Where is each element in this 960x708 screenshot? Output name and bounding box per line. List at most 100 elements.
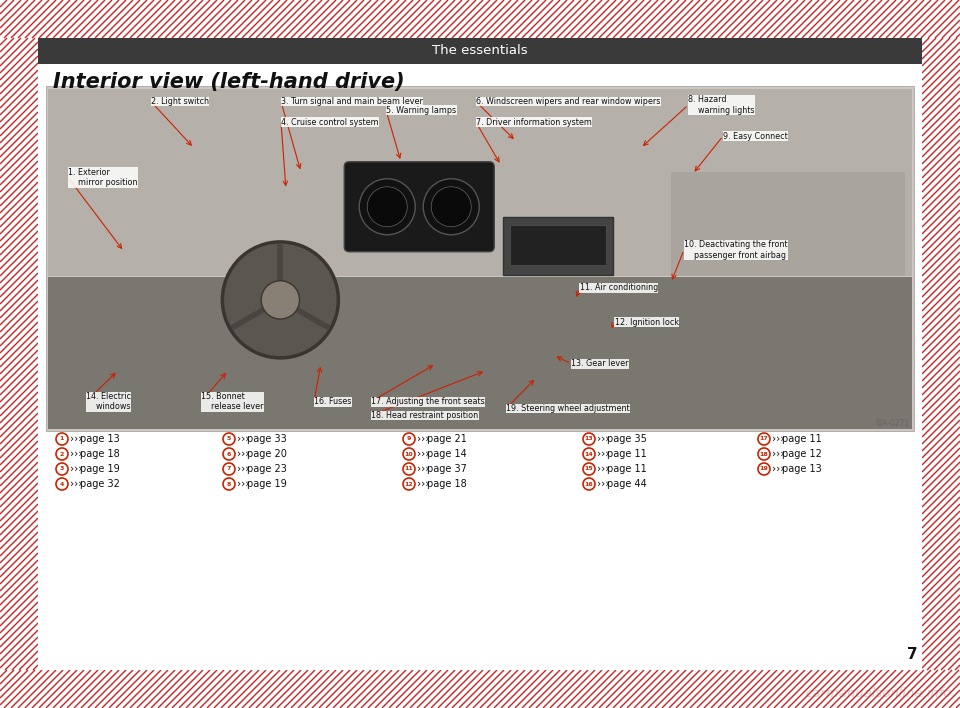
Text: 5. Warning lamps: 5. Warning lamps [386, 105, 456, 115]
Text: ›››: ››› [417, 464, 429, 474]
Text: Interior view (left-hand drive): Interior view (left-hand drive) [53, 72, 404, 92]
Text: ›››: ››› [597, 479, 610, 489]
Text: ›››: ››› [237, 479, 250, 489]
Bar [510, 224, 606, 265]
Text: 8. Hazard
    warning lights: 8. Hazard warning lights [688, 96, 755, 115]
Text: ›››: ››› [597, 449, 610, 459]
Text: page 18: page 18 [80, 449, 120, 459]
Text: ›››: ››› [70, 464, 83, 474]
Text: 3: 3 [60, 467, 64, 472]
Text: 17. Adjusting the front seats: 17. Adjusting the front seats [371, 397, 485, 406]
Text: 18. Head restraint position: 18. Head restraint position [371, 411, 478, 420]
Circle shape [368, 187, 407, 227]
Bar [46, 86, 914, 431]
Text: 12. Ignition lock: 12. Ignition lock [614, 318, 679, 327]
Text: 12: 12 [404, 481, 414, 486]
Circle shape [431, 187, 471, 227]
Text: page 11: page 11 [782, 434, 822, 444]
Text: 18: 18 [759, 452, 768, 457]
Text: 2: 2 [60, 452, 64, 457]
Text: ›››: ››› [417, 479, 429, 489]
Text: ›››: ››› [597, 434, 610, 444]
Text: ›››: ››› [70, 479, 83, 489]
Bar [503, 217, 613, 275]
Text: 13: 13 [585, 437, 593, 442]
Text: page 13: page 13 [782, 464, 822, 474]
Text: page 32: page 32 [80, 479, 120, 489]
Text: ›››: ››› [237, 464, 250, 474]
Text: 16. Fuses: 16. Fuses [314, 397, 351, 406]
Bar [922, 38, 960, 670]
Text: 16: 16 [585, 481, 593, 486]
Text: ›››: ››› [417, 434, 429, 444]
Text: 7: 7 [907, 647, 918, 662]
Text: page 23: page 23 [247, 464, 287, 474]
Text: The essentials: The essentials [432, 45, 528, 57]
Text: 11. Air conditioning: 11. Air conditioning [580, 283, 658, 292]
Circle shape [223, 242, 338, 358]
Text: page 18: page 18 [427, 479, 467, 489]
Text: page 14: page 14 [427, 449, 467, 459]
Text: page 12: page 12 [782, 449, 822, 459]
Text: ›››: ››› [70, 449, 83, 459]
Text: 4: 4 [60, 481, 64, 486]
Text: 10: 10 [405, 452, 414, 457]
Circle shape [261, 281, 300, 319]
Text: 14. Electric
    windows: 14. Electric windows [86, 392, 131, 411]
Text: page 35: page 35 [607, 434, 647, 444]
Text: 8: 8 [227, 481, 231, 486]
Text: 11: 11 [404, 467, 414, 472]
Text: 14: 14 [585, 452, 593, 457]
Bar [38, 38, 922, 64]
Circle shape [359, 178, 416, 235]
Text: 10. Deactivating the front
    passenger front airbag: 10. Deactivating the front passenger fro… [684, 240, 787, 260]
Text: 6JA-0271: 6JA-0271 [876, 419, 910, 428]
Text: 2. Light switch: 2. Light switch [151, 97, 209, 106]
Bar [671, 172, 905, 275]
Text: page 21: page 21 [427, 434, 467, 444]
Text: 3. Turn signal and main beam lever: 3. Turn signal and main beam lever [281, 97, 422, 106]
Text: 1. Exterior
    mirror position: 1. Exterior mirror position [68, 168, 137, 187]
Text: ›››: ››› [597, 464, 610, 474]
Text: page 44: page 44 [607, 479, 647, 489]
Text: 6. Windscreen wipers and rear window wipers: 6. Windscreen wipers and rear window wip… [476, 97, 660, 106]
Text: page 13: page 13 [80, 434, 120, 444]
Bar [0, 0, 960, 38]
Text: 6: 6 [227, 452, 231, 457]
Text: 7: 7 [227, 467, 231, 472]
Text: ›››: ››› [772, 449, 784, 459]
Text: page 11: page 11 [607, 449, 647, 459]
Text: 17: 17 [759, 437, 768, 442]
Text: page 19: page 19 [80, 464, 120, 474]
Text: ›››: ››› [417, 449, 429, 459]
FancyBboxPatch shape [345, 161, 494, 252]
Text: 9: 9 [407, 437, 411, 442]
Text: ›››: ››› [237, 449, 250, 459]
Text: 9. Easy Connect: 9. Easy Connect [723, 132, 788, 140]
Text: page 11: page 11 [607, 464, 647, 474]
Bar [0, 670, 960, 708]
Text: page 37: page 37 [427, 464, 467, 474]
Text: page 19: page 19 [247, 479, 287, 489]
Bar [48, 89, 912, 275]
Circle shape [423, 178, 479, 235]
Text: ›››: ››› [70, 434, 83, 444]
Text: ›››: ››› [772, 434, 784, 444]
Text: 13. Gear lever: 13. Gear lever [571, 359, 629, 368]
Text: ›››: ››› [772, 464, 784, 474]
Text: carmanualsonline.info: carmanualsonline.info [805, 687, 952, 700]
Text: 15. Bonnet
    release lever: 15. Bonnet release lever [201, 392, 263, 411]
Text: page 20: page 20 [247, 449, 287, 459]
Text: 7. Driver information system: 7. Driver information system [476, 118, 592, 127]
Bar [48, 278, 912, 429]
Text: 5: 5 [227, 437, 231, 442]
Bar [0, 38, 38, 670]
Text: ›››: ››› [237, 434, 250, 444]
Text: 4. Cruise control system: 4. Cruise control system [281, 118, 378, 127]
Text: page 33: page 33 [247, 434, 287, 444]
Text: 15: 15 [585, 467, 593, 472]
Bar [38, 38, 922, 670]
Text: 1: 1 [60, 437, 64, 442]
Text: 19. Steering wheel adjustment: 19. Steering wheel adjustment [506, 404, 630, 413]
Text: 19: 19 [759, 467, 768, 472]
